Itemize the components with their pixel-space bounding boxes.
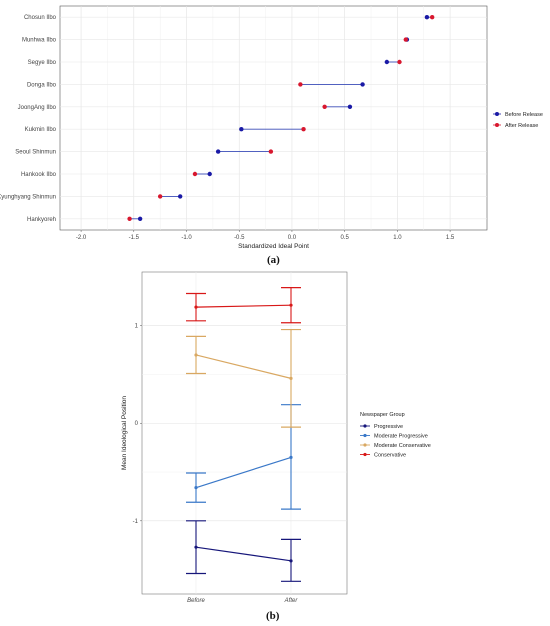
y-tick-label: Seoul Shinmun	[15, 150, 56, 156]
data-point	[289, 559, 293, 563]
series-line	[195, 304, 292, 308]
legend-key-marker	[363, 443, 367, 447]
y-tick-label: Kukmin Ilbo	[25, 127, 57, 133]
data-point	[384, 59, 390, 65]
x-tick-label: -2.0	[76, 235, 87, 241]
data-point	[298, 82, 303, 87]
y-tick-label: Donga Ilbo	[27, 82, 57, 88]
y-tick-label: Munhwa Ilbo	[22, 38, 57, 44]
data-point	[360, 82, 365, 87]
legend-key-marker	[363, 433, 367, 438]
x-tick-label: 1.5	[446, 235, 455, 241]
x-tick-label: 1.0	[393, 235, 402, 241]
dumbbell-chart: -2.0 -1.5 -1.0 -0.5 0.0 0.5 1.0 1.5 Standardized…	[0, 5, 543, 250]
y-tick-label: Hankook Ilbo	[21, 172, 57, 178]
data-point	[157, 194, 163, 199]
data-point	[403, 37, 409, 42]
y-tick-label: Chosun Ilbo	[24, 15, 57, 21]
legend-label: Moderate Conservative	[374, 443, 431, 449]
legend-key-marker	[363, 424, 367, 428]
x-axis-title: Standardized Ideal Point	[238, 243, 309, 250]
data-point	[429, 15, 435, 20]
data-point	[322, 104, 327, 110]
legend-label: Before Release	[505, 112, 543, 118]
legend-key-marker	[363, 452, 367, 457]
x-tick-label: -1.0	[181, 235, 192, 241]
data-point	[207, 171, 212, 177]
y-tick-label: JoongAng Ilbo	[18, 105, 57, 111]
data-point	[397, 59, 402, 65]
data-point	[289, 455, 293, 459]
legend-key-marker	[495, 112, 499, 116]
series-line	[195, 456, 292, 489]
data-point	[194, 353, 198, 357]
data-point	[424, 15, 430, 20]
legend-label: Moderate Progressive	[374, 434, 428, 440]
data-point	[194, 486, 198, 490]
y-tick-label: Kyunghyang Shinmun	[0, 194, 56, 200]
x-tick-label: -0.5	[234, 235, 245, 241]
group-line-chart: -1 0 1 Before After Mean Ideological Position…	[121, 271, 431, 604]
legend-label: Progressive	[374, 424, 403, 430]
y-tick-label: 0	[135, 421, 139, 427]
data-point	[192, 171, 198, 177]
y-tick-label: -1	[133, 519, 139, 525]
plot-area	[59, 5, 488, 231]
x-tick-label: -1.5	[129, 235, 140, 241]
series-line	[195, 546, 292, 562]
y-tick-label: Segye Ilbo	[28, 60, 57, 66]
legend-key-marker	[495, 123, 499, 127]
x-tick-label: 0.0	[288, 235, 297, 241]
y-axis-title: Mean Ideological Position	[121, 396, 128, 470]
data-point	[215, 149, 221, 154]
data-point	[127, 216, 132, 221]
data-point	[268, 149, 274, 154]
x-tick-label: 0.5	[340, 235, 349, 241]
data-point	[194, 305, 198, 309]
legend-label: Conservative	[374, 453, 406, 459]
data-point	[289, 303, 293, 307]
data-point	[347, 104, 353, 110]
y-tick-label: 1	[135, 324, 139, 330]
y-tick-label: Hankyoreh	[27, 217, 56, 223]
x-tick-label: Before	[187, 598, 205, 604]
x-tick-label: After	[284, 598, 299, 604]
legend-label: After Release	[505, 123, 538, 129]
data-point	[301, 127, 306, 132]
data-point	[177, 194, 183, 199]
series-line	[195, 354, 292, 379]
plot-area	[141, 271, 348, 595]
caption-a: (a)	[267, 254, 280, 266]
data-point	[137, 216, 143, 221]
legend-title: Newspaper Group	[360, 412, 405, 418]
data-point	[239, 127, 244, 132]
data-point	[289, 376, 293, 380]
data-point	[194, 545, 198, 549]
caption-b: (b)	[266, 610, 280, 622]
